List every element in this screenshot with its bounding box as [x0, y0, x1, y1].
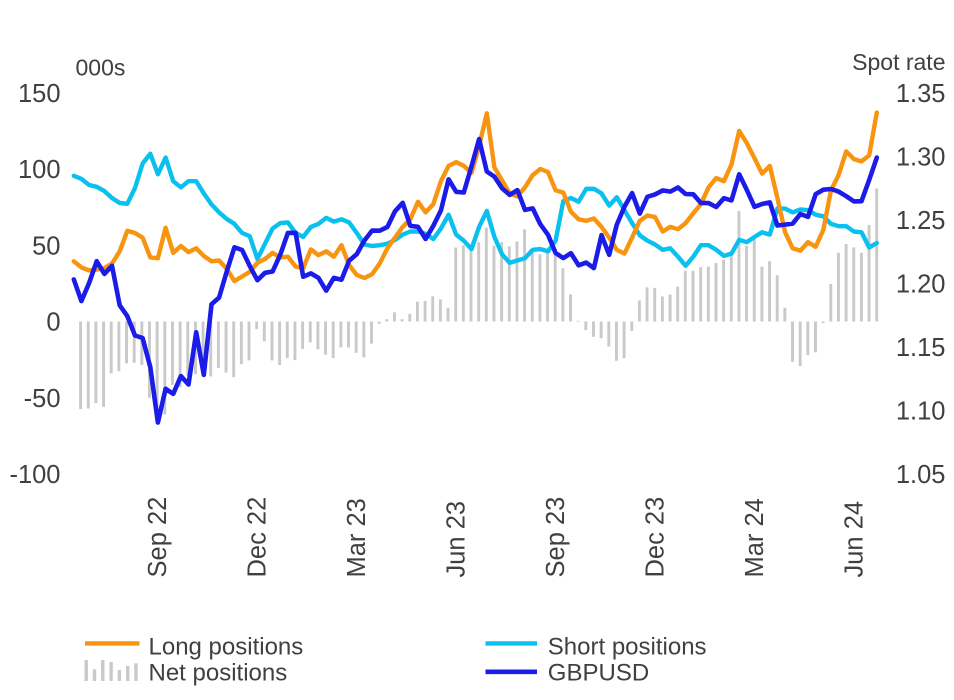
svg-text:100: 100	[18, 156, 61, 184]
svg-text:000s: 000s	[76, 55, 126, 81]
svg-text:1.05: 1.05	[896, 461, 946, 489]
svg-text:Jun 23: Jun 23	[443, 501, 471, 578]
svg-text:Net positions: Net positions	[149, 660, 288, 687]
svg-text:Sep 22: Sep 22	[144, 497, 172, 578]
svg-text:-50: -50	[24, 385, 61, 413]
svg-text:Dec 23: Dec 23	[642, 497, 670, 578]
svg-text:Jun 24: Jun 24	[841, 501, 869, 578]
svg-text:Mar 23: Mar 23	[343, 498, 371, 577]
svg-text:Spot rate: Spot rate	[852, 49, 945, 75]
svg-text:Sep 23: Sep 23	[542, 497, 570, 578]
svg-text:GBPUSD: GBPUSD	[548, 660, 649, 687]
svg-text:-100: -100	[9, 461, 60, 489]
svg-text:1.15: 1.15	[896, 334, 946, 362]
svg-text:1.30: 1.30	[896, 143, 946, 171]
svg-text:1.10: 1.10	[896, 398, 946, 426]
svg-text:1.20: 1.20	[896, 271, 946, 299]
svg-text:0: 0	[46, 309, 60, 337]
svg-text:Mar 24: Mar 24	[741, 498, 769, 577]
svg-text:1.35: 1.35	[896, 80, 946, 108]
svg-text:1.25: 1.25	[896, 207, 946, 235]
svg-text:Long positions: Long positions	[149, 634, 304, 661]
svg-text:Dec 22: Dec 22	[244, 497, 272, 578]
svg-text:150: 150	[18, 80, 61, 108]
svg-text:50: 50	[32, 232, 60, 260]
svg-text:Short positions: Short positions	[548, 634, 707, 661]
